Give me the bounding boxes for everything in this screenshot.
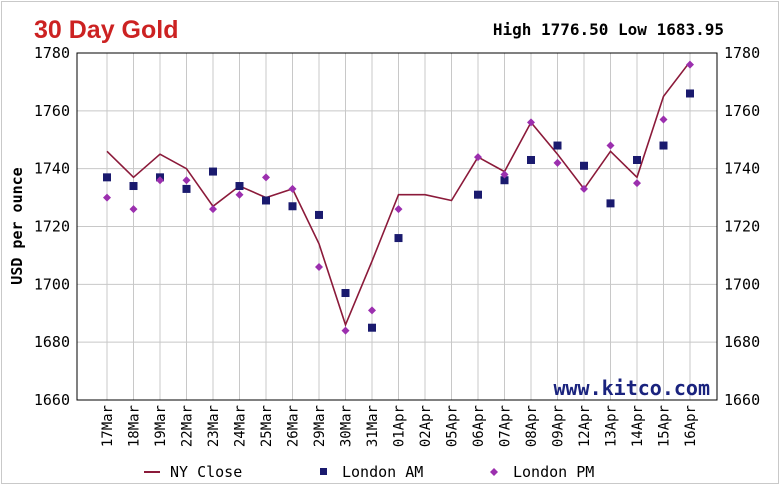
london-am-point (341, 289, 350, 298)
x-tick-label: 17Mar (100, 405, 116, 447)
london-am-point (659, 141, 668, 150)
y-tick-label-right: 1780 (724, 44, 760, 62)
x-tick-label: 30Mar (339, 405, 355, 447)
x-tick-label: 08Apr (524, 405, 540, 447)
y-tick-label-right: 1680 (724, 333, 760, 351)
legend-label: London PM (513, 463, 594, 481)
legend-swatch-london-pm (490, 468, 498, 476)
london-am-point (686, 89, 694, 98)
x-tick-label: 14Apr (630, 405, 646, 447)
y-tick-label-right: 1720 (724, 218, 760, 236)
london-pm-point (500, 170, 509, 179)
london-pm-point (209, 205, 217, 214)
london-pm-point (527, 118, 535, 127)
y-axis-right: 1660 1680 1700 1720 1740 1760 1780 (724, 44, 760, 409)
london-pm-point (262, 173, 270, 182)
london-pm-point (580, 184, 588, 193)
y-tick-label-left: 1760 (34, 102, 70, 120)
x-tick-label: 22Mar (180, 405, 196, 447)
x-tick-label: 09Apr (551, 405, 567, 447)
x-axis: 17Mar 18Mar 19Mar 22Mar 23Mar 24Mar 25Mar 26Mar… (100, 405, 699, 447)
y-tick-label-left: 1740 (34, 160, 70, 178)
legend-label: London AM (342, 463, 423, 481)
london-am-point (394, 234, 403, 243)
y-tick-label-right: 1760 (724, 102, 760, 120)
y-tick-label-left: 1780 (34, 44, 70, 62)
london-am-point (182, 184, 191, 193)
london-am-point (129, 182, 138, 191)
x-tick-label: 25Mar (259, 405, 275, 447)
x-tick-label: 29Mar (312, 405, 328, 447)
x-tick-label: 13Apr (604, 405, 620, 447)
y-tick-label-left: 1680 (34, 333, 70, 351)
x-tick-label: 31Mar (365, 405, 381, 447)
london-am-point (368, 323, 376, 332)
grid (77, 52, 717, 401)
x-tick-label: 12Apr (577, 405, 593, 447)
y-axis-left: 1660 1680 1700 1720 1740 1760 1780 (34, 44, 70, 409)
legend: NY Close London AM London PM (144, 463, 594, 481)
y-tick-label-right: 1740 (724, 160, 760, 178)
london-am-point (235, 182, 244, 191)
chart-title: 30 Day Gold (34, 16, 179, 44)
y-axis-label: USD per ounce (8, 167, 26, 284)
y-tick-label-right: 1700 (724, 275, 760, 293)
london-am-point (209, 167, 217, 176)
london-pm-point (315, 262, 323, 271)
x-tick-label: 06Apr (471, 405, 487, 447)
london-pm-point (341, 326, 350, 335)
london-pm-point (686, 60, 694, 69)
london-pm-point (182, 176, 191, 185)
plot-area (76, 52, 718, 401)
london-pm-point (606, 141, 615, 150)
london-am-point (262, 196, 270, 205)
london-am-point (553, 141, 562, 150)
london-pm-point (156, 176, 164, 185)
y-tick-label-left: 1720 (34, 218, 70, 236)
x-tick-label: 15Apr (657, 405, 673, 447)
london-am-point (580, 161, 588, 170)
london-am-point (500, 176, 509, 185)
x-tick-label: 26Mar (286, 405, 302, 447)
london-pm-point (633, 179, 641, 188)
watermark: www.kitco.com (553, 376, 710, 400)
y-tick-label-right: 1660 (724, 391, 760, 409)
x-tick-label: 24Mar (233, 405, 249, 447)
london-am-point (474, 190, 482, 199)
london-pm-point (288, 184, 297, 193)
x-tick-label: 07Apr (498, 405, 514, 447)
london-pm-point (103, 193, 111, 202)
london-am-point (606, 199, 615, 208)
london-am-point (315, 210, 323, 219)
london-am-point (288, 202, 297, 211)
x-tick-label: 18Mar (127, 405, 143, 447)
legend-swatch-london-am (320, 468, 327, 475)
london-pm-point (129, 205, 138, 214)
x-tick-label: 16Apr (683, 405, 699, 447)
x-tick-label: 23Mar (206, 405, 222, 447)
y-tick-label-left: 1660 (34, 391, 70, 409)
y-tick-label-left: 1700 (34, 275, 70, 293)
ny-close-line (106, 61, 691, 328)
london-pm-point (235, 190, 244, 199)
high-low-readout: High 1776.50 Low 1683.95 (493, 20, 724, 39)
london-am-point (103, 173, 111, 182)
london-pm-point (474, 153, 482, 162)
legend-label: NY Close (170, 463, 242, 481)
x-tick-label: 05Apr (445, 405, 461, 447)
london-am-point (633, 155, 641, 164)
london-pm-point (553, 158, 562, 167)
x-tick-label: 19Mar (153, 405, 169, 447)
london-pm-point (659, 115, 668, 124)
london-pm-point (368, 306, 376, 315)
series (103, 60, 694, 335)
x-tick-label: 02Apr (418, 405, 434, 447)
london-pm-point (394, 205, 403, 214)
x-tick-label: 01Apr (392, 405, 408, 447)
london-am-point (527, 155, 535, 164)
